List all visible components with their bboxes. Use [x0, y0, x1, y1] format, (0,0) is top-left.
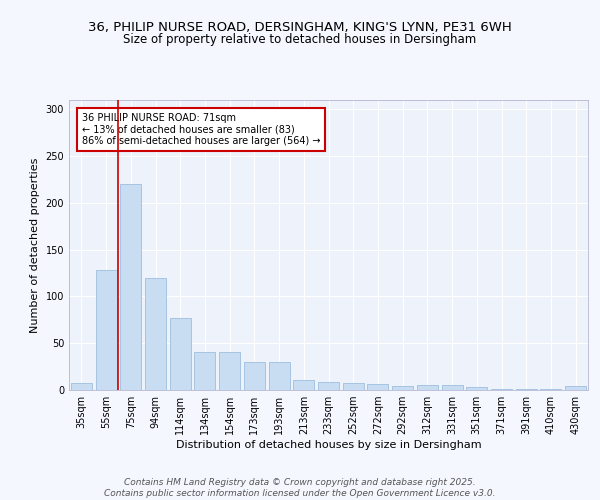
Bar — [565, 386, 586, 390]
Bar — [71, 382, 92, 390]
Bar — [491, 389, 512, 390]
Bar — [367, 384, 388, 390]
X-axis label: Distribution of detached houses by size in Dersingham: Distribution of detached houses by size … — [176, 440, 481, 450]
Y-axis label: Number of detached properties: Number of detached properties — [30, 158, 40, 332]
Text: Contains HM Land Registry data © Crown copyright and database right 2025.
Contai: Contains HM Land Registry data © Crown c… — [104, 478, 496, 498]
Bar — [318, 382, 339, 390]
Bar — [466, 387, 487, 390]
Text: Size of property relative to detached houses in Dersingham: Size of property relative to detached ho… — [124, 34, 476, 46]
Bar — [516, 389, 537, 390]
Bar — [194, 352, 215, 390]
Bar — [442, 386, 463, 390]
Bar — [293, 380, 314, 390]
Bar — [219, 352, 240, 390]
Bar — [120, 184, 141, 390]
Bar — [244, 362, 265, 390]
Bar — [269, 362, 290, 390]
Bar — [343, 384, 364, 390]
Bar — [170, 318, 191, 390]
Bar — [541, 389, 562, 390]
Text: 36 PHILIP NURSE ROAD: 71sqm
← 13% of detached houses are smaller (83)
86% of sem: 36 PHILIP NURSE ROAD: 71sqm ← 13% of det… — [82, 113, 320, 146]
Text: 36, PHILIP NURSE ROAD, DERSINGHAM, KING'S LYNN, PE31 6WH: 36, PHILIP NURSE ROAD, DERSINGHAM, KING'… — [88, 21, 512, 34]
Bar — [417, 386, 438, 390]
Bar — [95, 270, 116, 390]
Bar — [145, 278, 166, 390]
Bar — [392, 386, 413, 390]
